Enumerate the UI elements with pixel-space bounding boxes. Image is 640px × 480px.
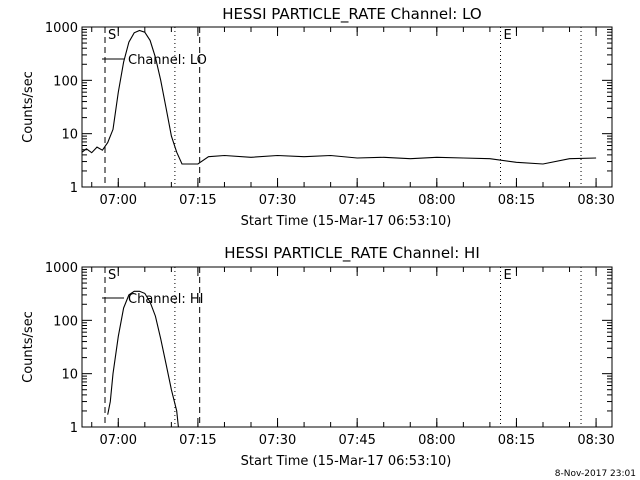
hi-x-axis-label: Start Time (15-Mar-17 06:53:10) (241, 454, 452, 469)
lo-legend-label: Channel: LO (128, 53, 207, 68)
x-tick-label: 07:30 (259, 433, 296, 448)
lo-plot-title: HESSI PARTICLE_RATE Channel: LO (222, 5, 481, 24)
marker-label: E (504, 28, 512, 43)
x-tick-label: 07:45 (338, 433, 375, 448)
y-tick-label: 10 (61, 128, 78, 143)
marker-label: S (108, 268, 116, 283)
y-tick-label: 1000 (45, 21, 78, 36)
lo-channel-plot: HESSI PARTICLE_RATE Channel: LO Start Ti… (21, 5, 615, 229)
y-tick-label: 1 (70, 181, 78, 196)
x-tick-label: 07:30 (259, 193, 296, 208)
hi-legend-label: Channel: HI (128, 292, 204, 307)
x-tick-label: 08:30 (577, 433, 614, 448)
x-tick-label: 08:30 (577, 193, 614, 208)
lo-x-axis-label: Start Time (15-Mar-17 06:53:10) (241, 214, 452, 229)
y-tick-label: 1 (70, 421, 78, 436)
lo-y-axis-label: Counts/sec (21, 71, 36, 143)
series-line (81, 29, 597, 165)
y-tick-label: 100 (53, 74, 78, 89)
x-tick-label: 07:45 (338, 193, 375, 208)
plot-frame (81, 26, 613, 188)
marker-label: S (108, 28, 116, 43)
x-tick-label: 07:15 (179, 433, 216, 448)
x-tick-label: 07:15 (179, 193, 216, 208)
hi-channel-plot: HESSI PARTICLE_RATE Channel: HI Start Ti… (21, 244, 615, 469)
x-tick-label: 08:15 (498, 193, 535, 208)
x-tick-label: 08:00 (418, 433, 455, 448)
x-tick-label: 07:00 (100, 193, 137, 208)
series-line (107, 290, 179, 428)
footer-timestamp: 8-Nov-2017 23:01 (555, 469, 636, 479)
y-tick-label: 10 (61, 368, 78, 383)
y-tick-label: 1000 (45, 261, 78, 276)
hi-y-axis-label: Counts/sec (21, 311, 36, 383)
plot-frame (81, 266, 613, 428)
y-tick-label: 100 (53, 314, 78, 329)
x-tick-label: 07:00 (100, 433, 137, 448)
x-tick-label: 08:15 (498, 433, 535, 448)
marker-label: E (504, 268, 512, 283)
x-tick-label: 08:00 (418, 193, 455, 208)
hi-plot-title: HESSI PARTICLE_RATE Channel: HI (224, 244, 480, 263)
